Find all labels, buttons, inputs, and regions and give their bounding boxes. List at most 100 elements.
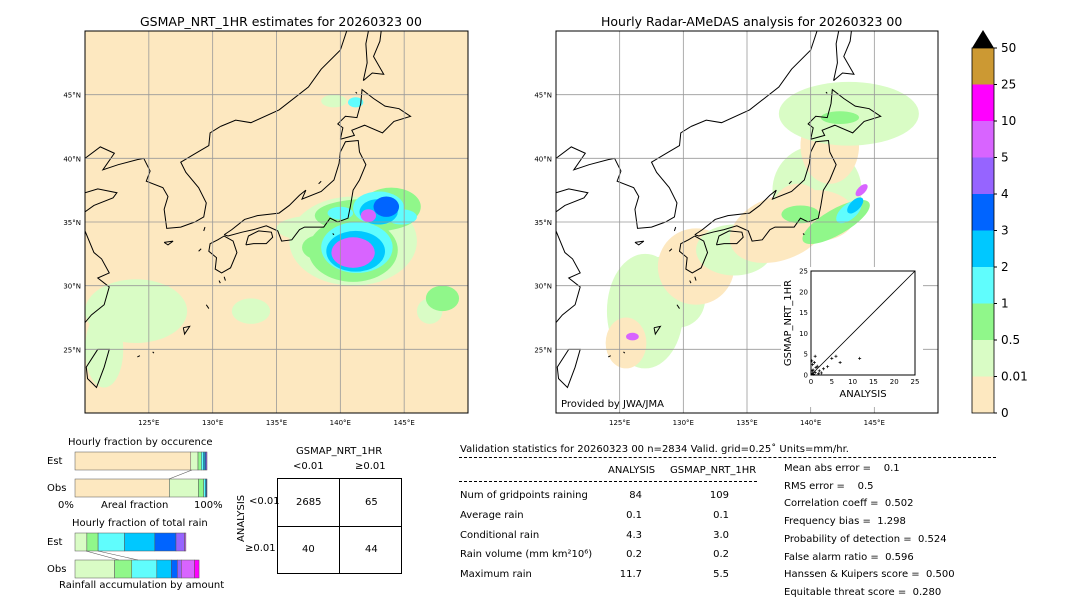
fraction-segment xyxy=(86,532,99,552)
precip-cell xyxy=(347,97,364,108)
colorbar-segment xyxy=(972,157,994,194)
scatter-x-tick: 10 xyxy=(848,378,857,386)
contingency-table: 2685 65 40 44 xyxy=(277,478,402,574)
coastline xyxy=(137,355,141,358)
rain-row-est: Est xyxy=(47,537,63,548)
stats-row-label: Num of gridpoints raining xyxy=(460,490,588,501)
stats-row-a: 4.3 xyxy=(626,530,642,541)
total-rain-est-bar xyxy=(74,532,187,552)
coastline xyxy=(318,180,322,185)
stats-col-gsmap: GSMAP_NRT_1HR xyxy=(670,465,757,476)
precip-cell xyxy=(847,197,864,214)
map-1: 125°E 130°E 135°E 140°E 145°E 45°N 40°N 35°N 30°… xyxy=(63,30,469,427)
contingency-title: GSMAP_NRT_1HR xyxy=(296,446,383,457)
stats-row-g: 5.5 xyxy=(713,569,729,580)
lat-tick-label: 40°N xyxy=(534,155,552,163)
scatter-xlabel: ANALYSIS xyxy=(839,389,886,400)
fraction-segment xyxy=(97,532,125,552)
colorbar-label: 25 xyxy=(1001,78,1016,92)
colorbar-label: 10 xyxy=(1001,114,1016,128)
coastline xyxy=(203,226,206,232)
fraction-segment xyxy=(205,451,208,471)
fraction-segment xyxy=(175,532,185,552)
contingency-col-0: <0.01 xyxy=(293,461,324,472)
coastlines xyxy=(85,31,412,389)
coastline xyxy=(337,88,412,140)
fraction-segment xyxy=(74,451,192,471)
fraction-segment xyxy=(74,478,170,498)
total-rain-title: Hourly fraction of total rain xyxy=(72,518,208,529)
occurrence-title: Hourly fraction by occurence xyxy=(68,437,213,448)
coastline xyxy=(694,139,837,242)
scatter-point xyxy=(816,372,820,376)
colorbar-segment xyxy=(972,376,994,413)
scatter-point xyxy=(810,359,814,363)
fraction-segment xyxy=(190,451,199,471)
stats-row-label: Average rain xyxy=(460,510,524,521)
colorbar-label: 4 xyxy=(1001,187,1009,201)
coastline xyxy=(205,304,210,309)
fraction-segment xyxy=(74,559,115,579)
coastline xyxy=(245,230,274,246)
lat-tick-label: 30°N xyxy=(534,283,552,291)
coastline xyxy=(668,248,673,252)
coastline xyxy=(676,304,680,309)
precip-cell xyxy=(855,184,868,197)
fraction-segment xyxy=(206,478,208,498)
precip-cell xyxy=(781,205,820,224)
map-frame xyxy=(84,30,469,414)
coastline xyxy=(833,31,855,82)
precip-cell xyxy=(820,111,860,124)
scatter-x-tick: 5 xyxy=(830,378,834,386)
occurrence-est-bar xyxy=(74,451,208,471)
cell-a-a: 2685 xyxy=(296,497,322,508)
coastline xyxy=(332,233,335,236)
occurrence-obs-bar xyxy=(74,478,208,498)
occ-x-right: 100% xyxy=(194,500,223,511)
stats-row-g: 0.2 xyxy=(713,549,729,560)
coastline xyxy=(788,180,792,185)
lon-tick-label: 145°E xyxy=(864,419,885,427)
contingency-col-1: ≥0.01 xyxy=(355,461,386,472)
coastline xyxy=(152,351,155,354)
coastline xyxy=(556,331,557,344)
colorbar-label: 0 xyxy=(1001,406,1009,420)
score-item: Hanssen & Kuipers score = 0.500 xyxy=(784,569,955,581)
precip-cell xyxy=(425,285,460,312)
scatter-x-tick: 25 xyxy=(911,378,920,386)
colorbar-label: 0.01 xyxy=(1001,370,1028,384)
fraction-segment xyxy=(177,559,182,579)
colorbar-segment xyxy=(972,303,994,340)
coastlines xyxy=(556,31,882,389)
colorbar-label: 2 xyxy=(1001,260,1009,274)
lat-tick-label: 40°N xyxy=(63,155,81,163)
coastline xyxy=(694,276,697,281)
lat-tick-label: 30°N xyxy=(63,283,81,291)
lat-tick-label: 35°N xyxy=(63,219,81,227)
stats-col-analysis: ANALYSIS xyxy=(608,465,656,476)
occ-xlabel: Areal fraction xyxy=(101,500,169,511)
scatter-point xyxy=(813,371,817,375)
fraction-segment xyxy=(124,532,156,552)
connector-line xyxy=(168,469,193,480)
colorbar-segment xyxy=(972,230,994,267)
rain-row-obs: Obs xyxy=(47,564,67,575)
coastline xyxy=(689,280,692,284)
coastline xyxy=(223,276,226,281)
coastline xyxy=(614,126,692,229)
stats-row-a: 0.1 xyxy=(626,510,642,521)
coastline xyxy=(355,91,358,94)
scatter-y-tick: 0 xyxy=(804,372,808,380)
score-item: RMS error = 0.5 xyxy=(784,480,874,492)
lat-tick-label: 45°N xyxy=(534,92,552,100)
stats-row-a: 11.7 xyxy=(619,569,642,580)
colorbar-label: 0.5 xyxy=(1001,333,1020,347)
coastline xyxy=(163,240,174,246)
lat-tick-label: 25°N xyxy=(534,346,552,354)
provider-credit: Provided by JWA/JMA xyxy=(561,399,664,410)
score-item: Mean abs error = 0.1 xyxy=(784,463,900,474)
scatter-y-tick: 5 xyxy=(804,351,808,359)
lat-tick-label: 45°N xyxy=(63,92,81,100)
lon-tick-label: 130°E xyxy=(202,419,223,427)
